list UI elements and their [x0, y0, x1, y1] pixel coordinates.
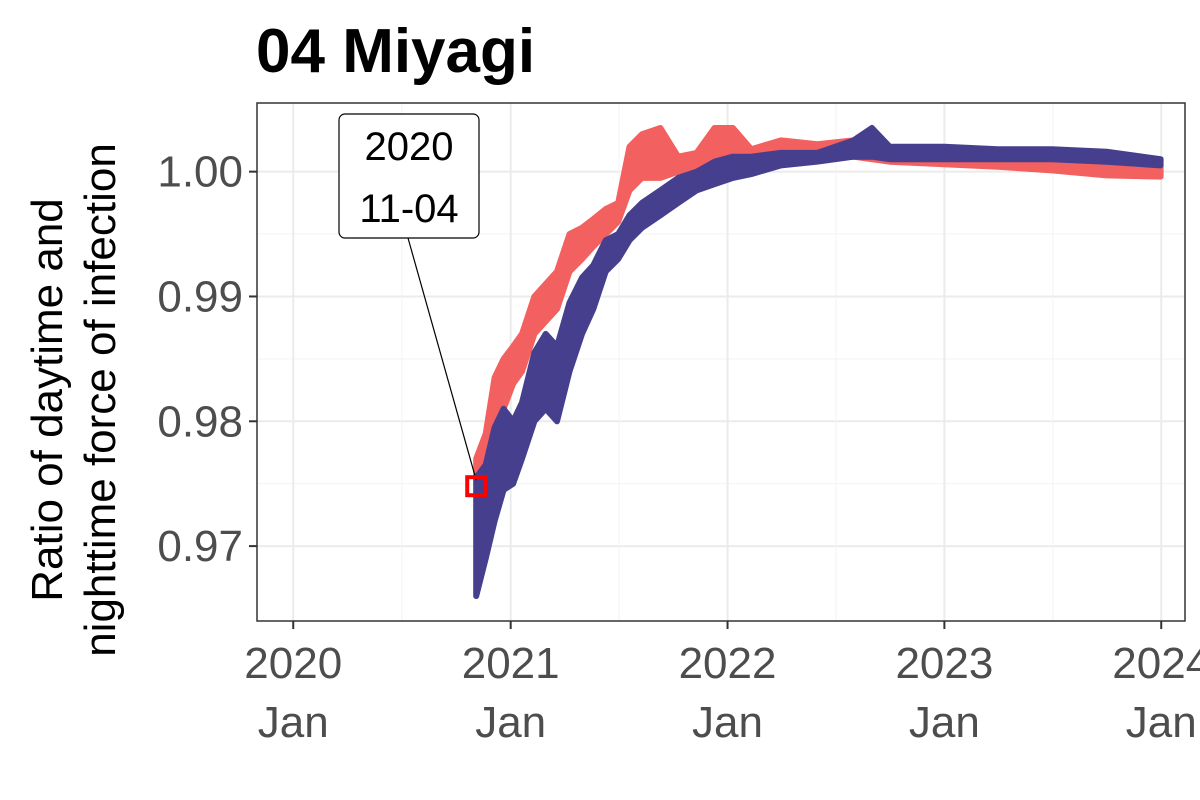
annotation: 2020 11-04 [338, 113, 488, 498]
x-tick-label-year: 2020 [244, 639, 342, 688]
x-tick-label-month: Jan [909, 698, 980, 747]
x-tick-label-year: 2024 [1112, 639, 1200, 688]
y-tick-label: 1.00 [157, 148, 243, 197]
x-tick-label-year: 2023 [895, 639, 993, 688]
y-axis-label-line-2: nighttime force of infection [76, 143, 125, 657]
x-tick-label-month: Jan [258, 698, 329, 747]
series-layer [473, 125, 1164, 599]
annotation-marker [465, 475, 488, 498]
y-tick-labels: 0.97 0.98 0.99 1.00 [157, 148, 243, 571]
x-tick-label-month: Jan [692, 698, 763, 747]
chart-title: 04 Miyagi [256, 17, 535, 86]
x-tick-label-year: 2021 [462, 639, 560, 688]
x-tick-label-year: 2022 [679, 639, 777, 688]
annotation-leader-line [407, 237, 477, 481]
annotation-label-line-2: 11-04 [359, 187, 458, 231]
y-tick-label: 0.97 [157, 522, 243, 571]
series-1-band [473, 125, 1164, 481]
series-2-band [473, 125, 1164, 599]
y-axis-label-line-1: Ratio of daytime and [23, 198, 72, 602]
plot-panel-border [256, 102, 1186, 622]
x-tick-label-month: Jan [475, 698, 546, 747]
annotation-label-box [338, 113, 480, 239]
annotation-label-line-1: 2020 [365, 125, 454, 169]
x-tick-label-month: Jan [1126, 698, 1197, 747]
y-tick-label: 0.98 [157, 397, 243, 446]
x-tick-labels: 2020 Jan 2021 Jan 2022 Jan 2023 Jan 2024 Jan [244, 639, 1200, 747]
y-tick-label: 0.99 [157, 272, 243, 321]
